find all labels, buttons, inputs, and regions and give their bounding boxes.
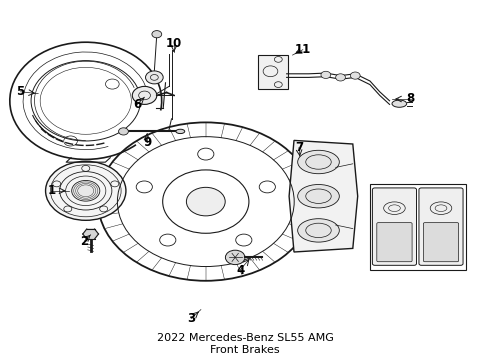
Text: 3: 3 [187, 312, 195, 325]
Circle shape [72, 180, 100, 201]
Ellipse shape [298, 219, 339, 242]
Circle shape [98, 122, 314, 281]
FancyBboxPatch shape [377, 222, 412, 262]
Circle shape [321, 71, 331, 78]
Text: 2022 Mercedes-Benz SL55 AMG
Front Brakes: 2022 Mercedes-Benz SL55 AMG Front Brakes [157, 333, 333, 355]
FancyBboxPatch shape [372, 188, 416, 265]
Circle shape [146, 71, 163, 84]
FancyBboxPatch shape [419, 188, 463, 265]
Circle shape [186, 187, 225, 216]
Ellipse shape [298, 184, 339, 208]
Circle shape [350, 72, 360, 79]
Text: 11: 11 [294, 43, 311, 56]
Ellipse shape [298, 150, 339, 174]
Text: 8: 8 [407, 93, 415, 105]
Circle shape [132, 86, 157, 104]
Text: 4: 4 [236, 264, 244, 276]
Text: 6: 6 [133, 98, 141, 111]
Text: 2: 2 [80, 235, 88, 248]
FancyBboxPatch shape [423, 222, 459, 262]
Ellipse shape [176, 129, 185, 134]
Text: 7: 7 [295, 141, 303, 154]
Circle shape [152, 31, 162, 38]
Circle shape [225, 250, 245, 265]
Ellipse shape [392, 100, 407, 107]
Polygon shape [289, 140, 358, 252]
Circle shape [119, 128, 128, 135]
Polygon shape [83, 229, 98, 239]
FancyBboxPatch shape [258, 55, 288, 89]
Text: 10: 10 [166, 37, 182, 50]
Circle shape [336, 74, 345, 81]
Circle shape [46, 161, 126, 220]
Bar [370, 184, 466, 270]
Text: 1: 1 [48, 184, 55, 197]
Text: 5: 5 [17, 85, 24, 98]
Text: 9: 9 [143, 136, 151, 149]
